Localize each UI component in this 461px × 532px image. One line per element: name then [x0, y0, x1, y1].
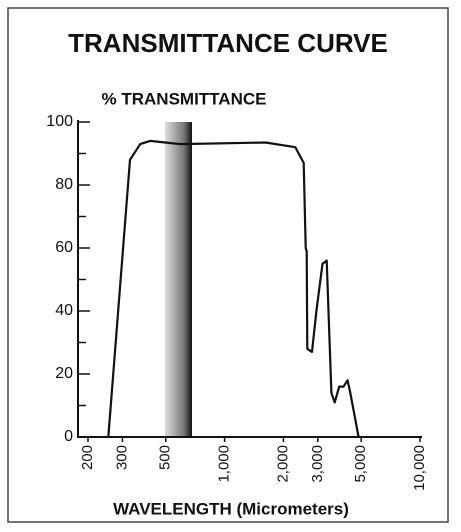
y-tick-label: 0: [64, 428, 73, 445]
x-tick-label: 10,000: [411, 445, 428, 491]
x-axis-label: WAVELENGTH (Micrometers): [113, 499, 349, 518]
x-tick-label: 3,000: [309, 445, 326, 483]
shaded-band: [165, 122, 192, 438]
frame: [7, 7, 449, 523]
y-tick-label: 60: [55, 239, 73, 256]
y-axis-label: % TRANSMITTANCE: [102, 89, 267, 108]
y-tick-label: 40: [55, 302, 73, 319]
transmittance-line: [107, 139, 360, 438]
y-tick-label: 100: [46, 113, 73, 130]
x-tick-label: 200: [79, 445, 96, 470]
x-tick-label: 1,000: [216, 445, 233, 483]
y-tick-label: 20: [55, 365, 73, 382]
x-tick-label: 2,000: [274, 445, 291, 483]
x-tick-label: 500: [157, 445, 174, 470]
x-tick-label: 5,000: [352, 445, 369, 483]
x-tick-label: 300: [113, 445, 130, 470]
y-tick-label: 80: [55, 176, 73, 193]
chart-title: TRANSMITTANCE CURVE: [68, 28, 388, 58]
